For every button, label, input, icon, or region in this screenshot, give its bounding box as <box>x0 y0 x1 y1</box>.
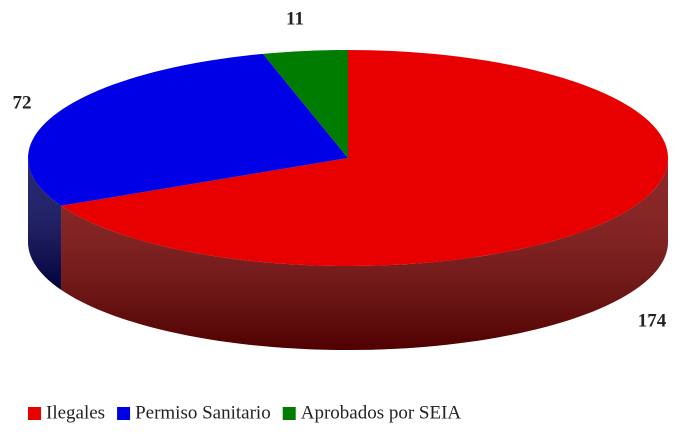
pie-tops <box>28 50 668 266</box>
legend-swatch <box>117 407 131 420</box>
legend-label: Aprobados por SEIA <box>301 402 462 423</box>
pie-slice <box>262 50 348 158</box>
legend-swatch <box>28 407 41 420</box>
pie-side-shade <box>28 158 62 290</box>
legend-swatch <box>282 407 296 420</box>
value-label: 174 <box>638 310 667 331</box>
legend: Ilegales Permiso Sanitario Aprobados por S… <box>28 402 461 423</box>
pie-slice <box>61 50 668 266</box>
pie-side-shade <box>61 158 668 350</box>
pie-sides <box>28 158 668 350</box>
value-label: 72 <box>13 92 32 113</box>
legend-label: Permiso Sanitario <box>135 402 271 423</box>
value-label: 11 <box>286 8 304 29</box>
labels: 174 72 11 <box>13 8 667 331</box>
pie-slice <box>28 53 349 206</box>
legend-label: Ilegales <box>46 402 105 423</box>
